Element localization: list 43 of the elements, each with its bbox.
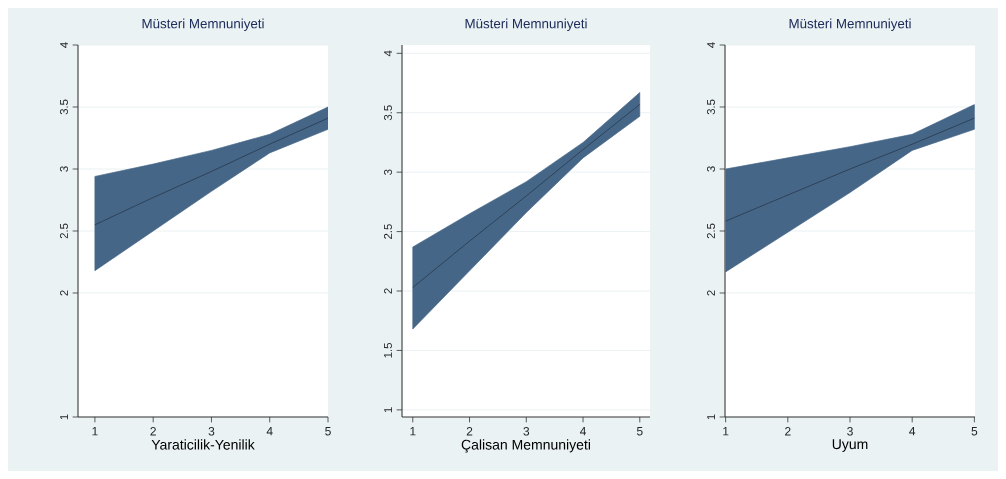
x-tick-label: 5 (325, 427, 331, 436)
x-tick-label: 1 (92, 427, 98, 436)
line-series (412, 104, 641, 288)
x-tick-label: 3 (847, 427, 853, 436)
y-tick-label: 4 (384, 50, 392, 57)
y-tick-label: 3 (383, 169, 392, 175)
line-series (94, 117, 328, 226)
x-tick-label: 4 (579, 427, 587, 436)
y-tick-label: 2 (384, 288, 392, 294)
y-tick-label: 2 (60, 290, 68, 296)
x-tick-label: 1 (723, 427, 729, 436)
x-tick-label: 4 (266, 427, 273, 436)
y-tick-label: 3.5 (59, 99, 68, 115)
x-tick-label: 2 (150, 427, 156, 436)
y-tick-label: 2.5 (706, 223, 715, 239)
y-tick-label: 1 (60, 414, 68, 420)
x-tick-label: 2 (785, 427, 791, 436)
chart-title: Müsteri Memnuniyeti (142, 18, 264, 31)
x-axis-title: Çalisan Memnuniyeti (461, 439, 591, 453)
x-tick-label: 4 (909, 427, 916, 436)
line-series (725, 117, 975, 222)
x-axis-title: Uyum (832, 439, 868, 452)
x-tick-label: 5 (636, 427, 643, 436)
x-tick-label: 1 (410, 427, 416, 436)
y-tick-label: 2 (707, 290, 715, 296)
y-tick-label: 1 (707, 414, 715, 420)
y-tick-label: 3 (59, 166, 68, 172)
y-tick-label: 3.5 (383, 105, 392, 121)
chart-title: Müsteri Memnuniyeti (465, 18, 587, 31)
y-tick-label: 3.5 (706, 99, 715, 115)
x-axis-title: Yaraticilik-Yenilik (151, 439, 255, 450)
y-tick-label: 4 (707, 42, 715, 48)
y-tick-label: 2.5 (59, 223, 68, 239)
x-tick-label: 2 (466, 427, 473, 436)
chart-title: Müsteri Memnuniyeti (789, 18, 911, 31)
y-tick-label: 1 (384, 407, 392, 413)
y-tick-label: 3 (706, 166, 715, 172)
x-tick-label: 3 (208, 427, 215, 436)
y-tick-label: 2.5 (383, 224, 392, 239)
y-tick-label: 1.5 (384, 343, 392, 358)
x-tick-label: 3 (523, 427, 530, 436)
y-tick-label: 4 (60, 42, 68, 48)
x-tick-label: 5 (971, 427, 978, 436)
